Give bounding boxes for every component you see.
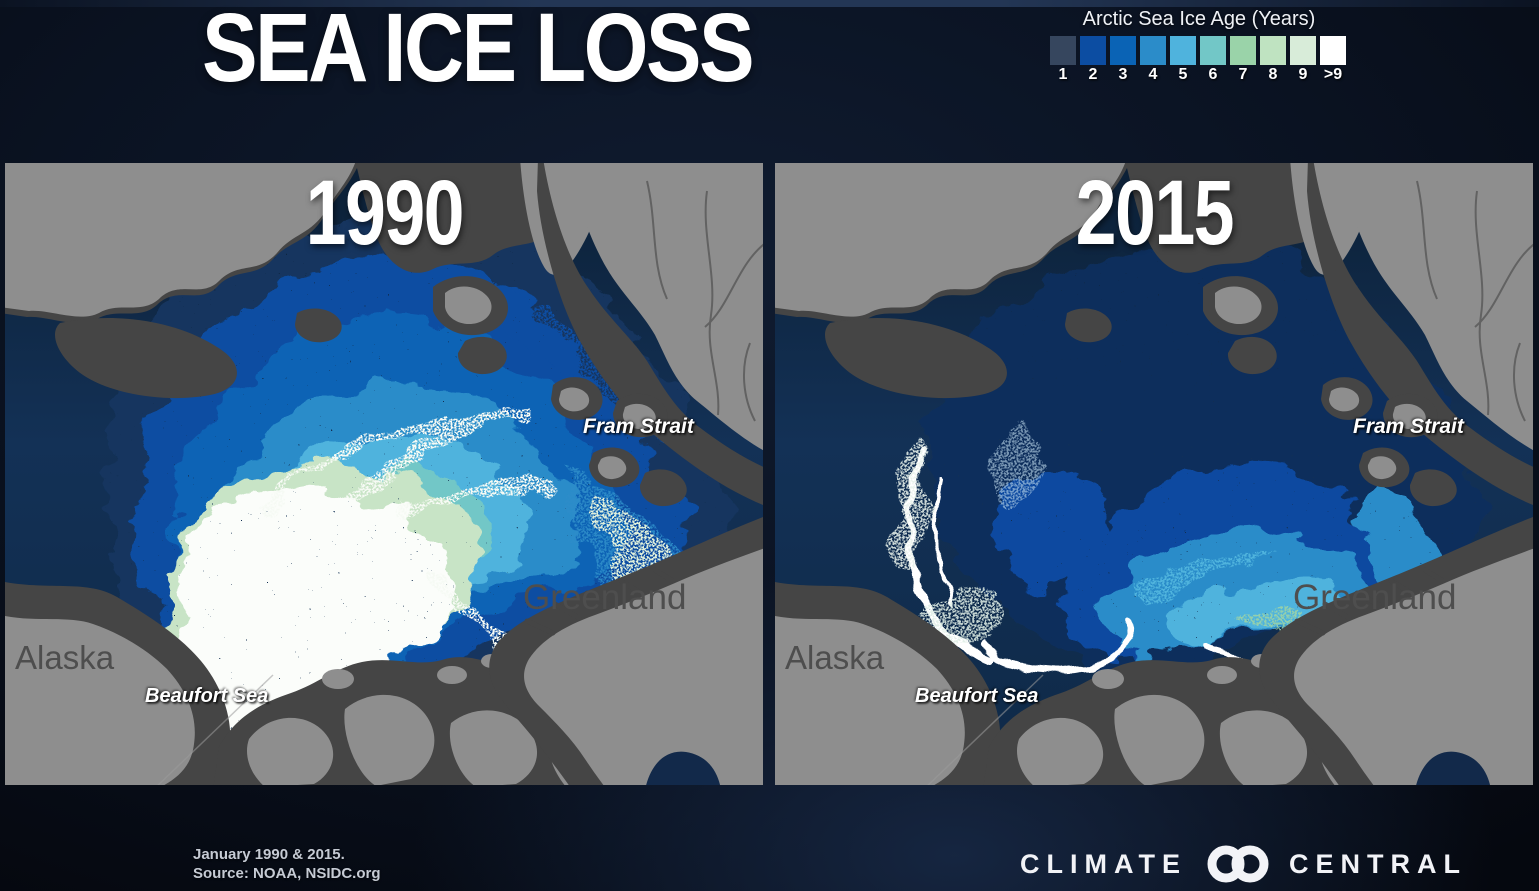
legend-swatch	[1080, 36, 1106, 65]
legend-item-4: 4	[1140, 36, 1166, 83]
source-caption-line1: January 1990 & 2015.	[193, 846, 345, 863]
legend-swatch	[1050, 36, 1076, 65]
legend-swatch-label: 9	[1298, 66, 1308, 83]
legend-swatch	[1290, 36, 1316, 65]
legend-swatch	[1170, 36, 1196, 65]
legend-swatch-label: 5	[1178, 66, 1188, 83]
greenland-label-2015: Greenland	[1293, 578, 1457, 617]
legend-item-3: 3	[1110, 36, 1136, 83]
legend-swatch	[1260, 36, 1286, 65]
legend-item-2: 2	[1080, 36, 1106, 83]
source-caption-line2: Source: NOAA, NSIDC.org	[193, 865, 381, 882]
legend-swatch	[1140, 36, 1166, 65]
brand-word-central: CENTRAL	[1288, 848, 1467, 879]
legend-swatch	[1110, 36, 1136, 65]
legend-swatch-label: 4	[1148, 66, 1158, 83]
legend-item-6: 6	[1200, 36, 1226, 83]
arctic-map-2015	[775, 163, 1533, 785]
legend-swatch-label: 1	[1058, 66, 1068, 83]
legend-swatch-label: 7	[1238, 66, 1248, 83]
map-panel-2015: 2015 Fram Strait Greenland Alaska Beaufo…	[775, 163, 1533, 785]
map-panel-1990: 1990 Fram Strait Greenland Alaska Beaufo…	[5, 163, 763, 785]
legend-swatch-label: 2	[1088, 66, 1098, 83]
climate-central-logo: CLIMATE CENTRAL	[1020, 843, 1467, 885]
legend-swatch-label: >9	[1323, 66, 1343, 83]
legend-item-8: 8	[1260, 36, 1286, 83]
year-label-2015: 2015	[1075, 163, 1234, 264]
legend-swatch	[1230, 36, 1256, 65]
legend-item-7: 7	[1230, 36, 1256, 83]
fram-strait-label-2015: Fram Strait	[1353, 415, 1464, 438]
legend-title: Arctic Sea Ice Age (Years)	[1082, 8, 1316, 30]
legend-swatch-label: 6	[1208, 66, 1218, 83]
alaska-label-1990: Alaska	[15, 639, 115, 676]
legend-swatch-label: 8	[1268, 66, 1278, 83]
legend-item-9: 9	[1290, 36, 1316, 83]
brand-word-climate: CLIMATE	[1020, 848, 1187, 879]
legend-swatch	[1320, 36, 1346, 65]
beaufort-sea-label-2015: Beaufort Sea	[915, 685, 1039, 707]
source-caption: January 1990 & 2015. Source: NOAA, NSIDC…	[193, 845, 381, 883]
beaufort-sea-label-1990: Beaufort Sea	[145, 685, 269, 707]
climate-central-rings-icon	[1207, 845, 1269, 883]
legend-swatches: 1 2 3 4 5 6 7 8 9 >9	[1050, 36, 1348, 83]
greenland-label-1990: Greenland	[523, 578, 687, 617]
legend-item-5: 5	[1170, 36, 1196, 83]
fram-strait-label-1990: Fram Strait	[583, 415, 694, 438]
legend-swatch-label: 3	[1118, 66, 1128, 83]
legend-item-1: 1	[1050, 36, 1076, 83]
top-accent-strip	[0, 0, 1539, 7]
ice-age-legend: Arctic Sea Ice Age (Years) 1 2 3 4 5 6 7 8 9 >9	[1050, 8, 1348, 83]
arctic-map-1990	[5, 163, 763, 785]
legend-item-gt9: >9	[1320, 36, 1346, 83]
year-label-1990: 1990	[305, 163, 464, 264]
legend-swatch	[1200, 36, 1226, 65]
alaska-label-2015: Alaska	[785, 639, 885, 676]
page-title: SEA ICE LOSS	[202, 0, 755, 102]
